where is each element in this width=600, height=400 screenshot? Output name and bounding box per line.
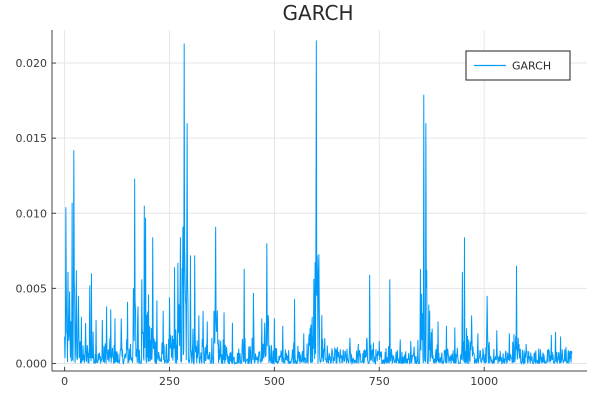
x-tick-label: 0 [61, 375, 68, 388]
y-tick-label: 0.010 [16, 207, 48, 220]
legend: GARCH [465, 50, 571, 81]
x-tick-label: 750 [369, 375, 390, 388]
y-tick-label: 0.020 [16, 57, 48, 70]
x-tick-label: 1000 [470, 375, 498, 388]
y-tick-label: 0.005 [16, 282, 48, 295]
legend-label: GARCH [512, 60, 551, 73]
x-tick-label: 500 [264, 375, 285, 388]
y-tick-label: 0.015 [16, 132, 48, 145]
series-layer [64, 40, 573, 366]
axes: 0 250 500 750 1000 0.000 0.005 0.010 0.015 0.020 [16, 30, 587, 388]
series-line-garch [64, 40, 573, 366]
y-tick-label: 0.000 [16, 357, 48, 370]
chart-title: GARCH [282, 1, 353, 25]
x-tick-label: 250 [159, 375, 180, 388]
